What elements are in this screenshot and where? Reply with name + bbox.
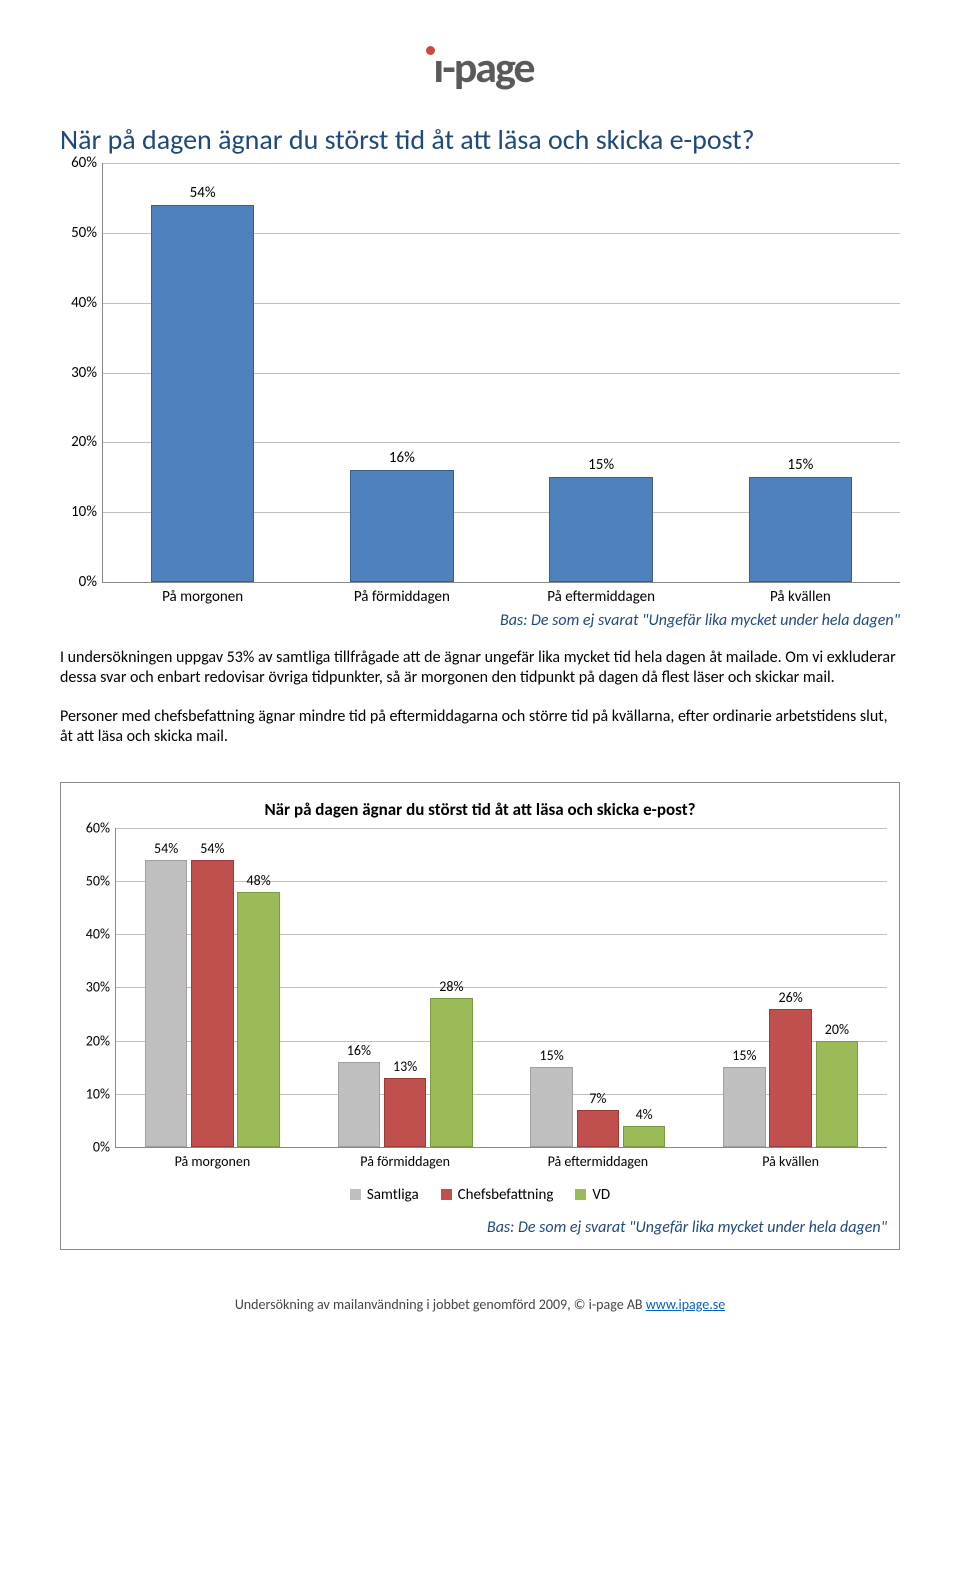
x-category-label: På förmiddagen xyxy=(302,588,501,606)
y-tick: 30% xyxy=(61,364,97,382)
bar-value-label: 28% xyxy=(431,978,471,995)
legend-item: Samtliga xyxy=(350,1186,419,1204)
bar: 54% xyxy=(191,860,233,1147)
y-tick: 60% xyxy=(74,819,110,836)
legend-item: Chefsbefattning xyxy=(441,1186,554,1204)
y-tick: 20% xyxy=(61,433,97,451)
bar-value-label: 54% xyxy=(152,184,254,202)
chart2: 0%10%20%30%40%50%60%54%54%48%16%13%28%15… xyxy=(115,828,887,1148)
legend-label: VD xyxy=(592,1186,610,1204)
legend-item: VD xyxy=(575,1186,610,1204)
bar: 15% xyxy=(749,477,853,582)
footer-link[interactable]: www.ipage.se xyxy=(646,1296,725,1313)
chart2-title: När på dagen ägnar du störst tid åt att … xyxy=(73,799,887,820)
bar-value-label: 4% xyxy=(624,1106,664,1123)
x-category-label: På morgonen xyxy=(116,1153,309,1170)
y-tick: 40% xyxy=(61,294,97,312)
legend-swatch xyxy=(441,1189,452,1200)
legend-swatch xyxy=(350,1189,361,1200)
y-tick: 50% xyxy=(61,224,97,242)
chart1: 0%10%20%30%40%50%60%54%16%15%15%På morgo… xyxy=(102,163,900,583)
bar-value-label: 54% xyxy=(192,840,232,857)
legend-swatch xyxy=(575,1189,586,1200)
bar: 54% xyxy=(151,205,255,582)
y-tick: 30% xyxy=(74,979,110,996)
paragraph-1: I undersökningen uppgav 53% av samtliga … xyxy=(60,648,900,689)
x-category-label: På eftermiddagen xyxy=(502,588,701,606)
bar-value-label: 16% xyxy=(351,449,453,467)
bar-value-label: 48% xyxy=(238,872,278,889)
legend-label: Chefsbefattning xyxy=(458,1186,554,1204)
y-tick: 0% xyxy=(74,1138,110,1155)
y-tick: 60% xyxy=(61,154,97,172)
chart2-frame: När på dagen ägnar du störst tid åt att … xyxy=(60,782,900,1250)
bar: 28% xyxy=(430,998,472,1147)
y-tick: 50% xyxy=(74,873,110,890)
bar: 15% xyxy=(530,1067,572,1147)
bar-value-label: 15% xyxy=(550,456,652,474)
chart1-bas-note: Bas: De som ej svarat "Ungefär lika myck… xyxy=(60,611,900,630)
bar: 26% xyxy=(769,1009,811,1147)
paragraph-2: Personer med chefsbefattning ägnar mindr… xyxy=(60,707,900,748)
y-tick: 0% xyxy=(61,573,97,591)
bar: 20% xyxy=(816,1041,858,1147)
bar: 4% xyxy=(623,1126,665,1147)
document-page: ı-page När på dagen ägnar du störst tid … xyxy=(0,0,960,1343)
chart2-legend: Samtliga Chefsbefattning VD xyxy=(73,1186,887,1204)
bar-value-label: 16% xyxy=(339,1042,379,1059)
x-category-label: På förmiddagen xyxy=(309,1153,502,1170)
chart2-bas-note: Bas: De som ej svarat "Ungefär lika myck… xyxy=(73,1218,887,1237)
bar-value-label: 20% xyxy=(817,1021,857,1038)
footer: Undersökning av mailanvändning i jobbet … xyxy=(60,1296,900,1313)
bar: 7% xyxy=(577,1110,619,1147)
logo-text: ı-page xyxy=(426,40,533,94)
bar-value-label: 15% xyxy=(531,1047,571,1064)
y-tick: 10% xyxy=(74,1085,110,1102)
bar: 13% xyxy=(384,1078,426,1147)
x-category-label: På eftermiddagen xyxy=(502,1153,695,1170)
bar: 16% xyxy=(350,470,454,582)
x-category-label: På kvällen xyxy=(701,588,900,606)
x-category-label: På kvällen xyxy=(694,1153,887,1170)
chart1-title: När på dagen ägnar du störst tid åt att … xyxy=(60,122,900,157)
bar: 15% xyxy=(549,477,653,582)
bar: 54% xyxy=(145,860,187,1147)
bar-value-label: 7% xyxy=(578,1090,618,1107)
bar: 15% xyxy=(723,1067,765,1147)
y-tick: 10% xyxy=(61,503,97,521)
bar-value-label: 13% xyxy=(385,1058,425,1075)
footer-text: Undersökning av mailanvändning i jobbet … xyxy=(235,1296,646,1313)
legend-label: Samtliga xyxy=(367,1186,419,1204)
bar-value-label: 54% xyxy=(146,840,186,857)
bar-value-label: 26% xyxy=(770,989,810,1006)
bar: 48% xyxy=(237,892,279,1147)
bar-value-label: 15% xyxy=(724,1047,764,1064)
y-tick: 40% xyxy=(74,926,110,943)
bar-value-label: 15% xyxy=(750,456,852,474)
y-tick: 20% xyxy=(74,1032,110,1049)
x-category-label: På morgonen xyxy=(103,588,302,606)
logo: ı-page xyxy=(60,40,900,94)
bar: 16% xyxy=(338,1062,380,1147)
